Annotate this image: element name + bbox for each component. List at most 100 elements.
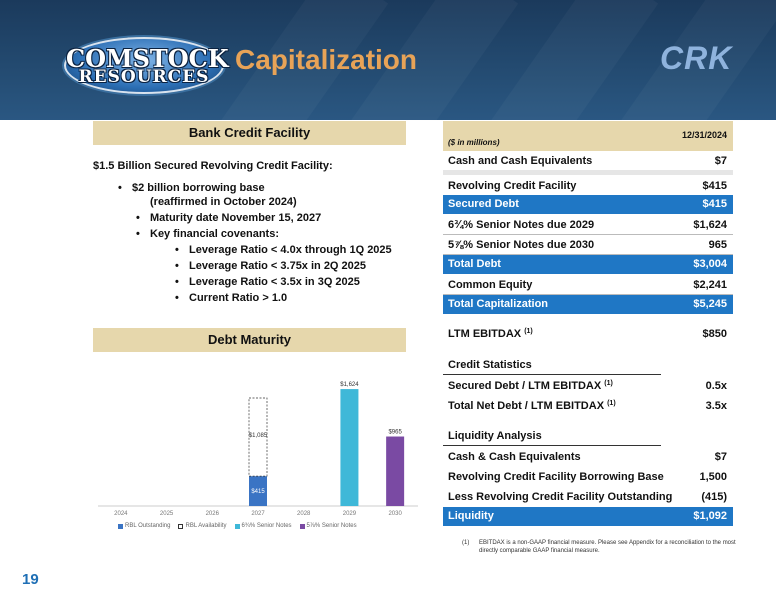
units-label: ($ in millions) — [448, 138, 500, 147]
row-separator — [443, 170, 733, 175]
bar-notes-2029 — [340, 389, 359, 506]
table-row: Cash and Cash Equivalents $7 — [443, 152, 733, 171]
row-label: LTM EBITDAX (1) — [448, 328, 533, 340]
row-label: Secured Debt — [448, 198, 519, 210]
table-row: Less Revolving Credit Facility Outstandi… — [443, 488, 733, 507]
bar-notes-2030 — [386, 436, 405, 506]
row-value: $7 — [714, 155, 727, 167]
row-value: $415 — [702, 198, 727, 210]
bullet-dot: • — [175, 260, 179, 272]
row-label: Cash & Cash Equivalents — [448, 451, 581, 463]
bullet-item: • $2 billion borrowing base — [118, 182, 265, 194]
bullet-continuation: (reaffirmed in October 2024) — [150, 196, 297, 208]
row-value: 0.5x — [705, 380, 727, 392]
row-value: 3.5x — [705, 400, 727, 412]
bullet-dot: • — [175, 276, 179, 288]
row-label: 6¾% Senior Notes due 2029 — [448, 219, 595, 231]
legend-item: 6¾% Senior Notes — [234, 523, 292, 529]
footnote-number: (1) — [462, 540, 470, 546]
covenant-text: Current Ratio > 1.0 — [189, 292, 288, 304]
row-value: $850 — [702, 328, 727, 340]
section-underline — [443, 445, 661, 446]
table-row: Cash & Cash Equivalents $7 — [443, 448, 733, 467]
row-label: Secured Debt / LTM EBITDAX (1) — [448, 380, 613, 392]
logo-line-2: RESOURCES — [78, 67, 210, 87]
table-row-highlight: Total Capitalization $5,245 — [443, 295, 733, 314]
facility-heading: $1.5 Billion Secured Revolving Credit Fa… — [93, 160, 333, 172]
bullet-item: • Maturity date November 15, 2027 — [136, 212, 322, 224]
chart-legend: RBL Outstanding RBL Availability 6¾% Senio… — [118, 523, 418, 529]
row-label: Total Capitalization — [448, 298, 549, 310]
row-value: $7 — [714, 451, 727, 463]
footnote-text: EBITDAX is a non-GAAP financial measure.… — [479, 540, 736, 554]
data-label: $415 — [251, 489, 265, 495]
x-tick-label: 2029 — [343, 511, 357, 517]
credit-statistics-title-row: Credit Statistics — [443, 356, 733, 375]
table-row: Common Equity $2,241 — [443, 276, 733, 295]
footnote-ref: (1) — [524, 328, 533, 335]
x-tick-label: 2024 — [114, 511, 128, 517]
row-value: 1,500 — [699, 471, 727, 483]
x-tick-label: 2026 — [206, 511, 220, 517]
debt-maturity-chart: 2024 2025 2026 2027 2028 2029 2030 $415 $1,085 $1… — [93, 368, 423, 536]
legend-item: RBL Availability — [178, 523, 227, 529]
table-row-highlight: Secured Debt $415 — [443, 195, 733, 214]
row-value: $1,092 — [693, 510, 727, 522]
x-tick-label: 2028 — [297, 511, 311, 517]
row-value: $1,624 — [693, 219, 727, 231]
data-label: $1,085 — [249, 433, 268, 439]
legend-label: RBL Availability — [185, 523, 227, 529]
table-row: Secured Debt / LTM EBITDAX (1) 0.5x — [443, 377, 733, 396]
footnote-ref: (1) — [604, 380, 613, 387]
legend-label: RBL Outstanding — [125, 523, 171, 529]
table-header: ($ in millions) 12/31/2024 — [443, 121, 733, 151]
row-label: Cash and Cash Equivalents — [448, 155, 593, 167]
covenant-item: • Current Ratio > 1.0 — [175, 292, 288, 304]
row-label: Revolving Credit Facility Borrowing Base — [448, 471, 664, 483]
footnote: (1) EBITDAX is a non-GAAP financial meas… — [462, 539, 739, 555]
bullet-dot: • — [118, 182, 122, 194]
liquidity-title-row: Liquidity Analysis — [443, 427, 733, 446]
bullet-dot: • — [175, 292, 179, 304]
row-label: Revolving Credit Facility — [448, 180, 577, 192]
legend-swatch — [178, 523, 184, 529]
row-label: Total Debt — [448, 258, 501, 270]
bullet-text: (reaffirmed in October 2024) — [150, 196, 297, 208]
ratio-label: Secured Debt / LTM EBITDAX — [448, 380, 602, 392]
table-row: Revolving Credit Facility Borrowing Base… — [443, 468, 733, 487]
table-row: 6¾% Senior Notes due 2029 $1,624 — [443, 216, 733, 235]
row-value: $3,004 — [693, 258, 727, 270]
table-row-highlight: Total Debt $3,004 — [443, 255, 733, 274]
covenant-text: Leverage Ratio < 3.5x in 3Q 2025 — [189, 276, 360, 288]
legend-swatch — [299, 523, 305, 529]
ratio-label: Total Net Debt / LTM EBITDAX — [448, 400, 605, 412]
row-value: $5,245 — [693, 298, 727, 310]
covenant-item: • Leverage Ratio < 3.75x in 2Q 2025 — [175, 260, 367, 272]
row-value: $415 — [702, 180, 727, 192]
covenant-text: Leverage Ratio < 3.75x in 2Q 2025 — [189, 260, 367, 272]
comstock-logo: COMSTOCK RESOURCES — [64, 37, 229, 94]
section-underline — [443, 374, 661, 375]
bullet-item: • Key financial covenants: — [136, 228, 279, 240]
legend-item: RBL Outstanding — [118, 523, 170, 529]
legend-swatch — [118, 523, 123, 529]
page-title: Capitalization — [235, 44, 418, 75]
x-tick-label: 2027 — [251, 511, 265, 517]
slide-header: COMSTOCK RESOURCES Capitalization CRK — [0, 0, 776, 120]
covenant-item: • Leverage Ratio < 4.0x through 1Q 2025 — [175, 244, 392, 256]
footnote-ref: (1) — [607, 400, 616, 407]
legend-item: 5⅞% Senior Notes — [299, 523, 357, 529]
bank-credit-facility-title: Bank Credit Facility — [93, 121, 406, 145]
covenant-item: • Leverage Ratio < 3.5x in 3Q 2025 — [175, 276, 360, 288]
legend-label: 6¾% Senior Notes — [241, 523, 292, 529]
bullet-text: $2 billion borrowing base — [132, 182, 265, 194]
row-value: 965 — [708, 239, 727, 251]
bullet-text: Maturity date November 15, 2027 — [150, 212, 322, 224]
covenant-text: Leverage Ratio < 4.0x through 1Q 2025 — [189, 244, 392, 256]
row-value: (415) — [701, 491, 727, 503]
liquidity-total-row: Liquidity $1,092 — [443, 507, 733, 526]
date-label: 12/31/2024 — [681, 130, 727, 140]
data-label: $1,624 — [340, 382, 359, 388]
table-row: Revolving Credit Facility $415 — [443, 177, 733, 196]
bar-rbl-outstanding — [249, 476, 267, 506]
